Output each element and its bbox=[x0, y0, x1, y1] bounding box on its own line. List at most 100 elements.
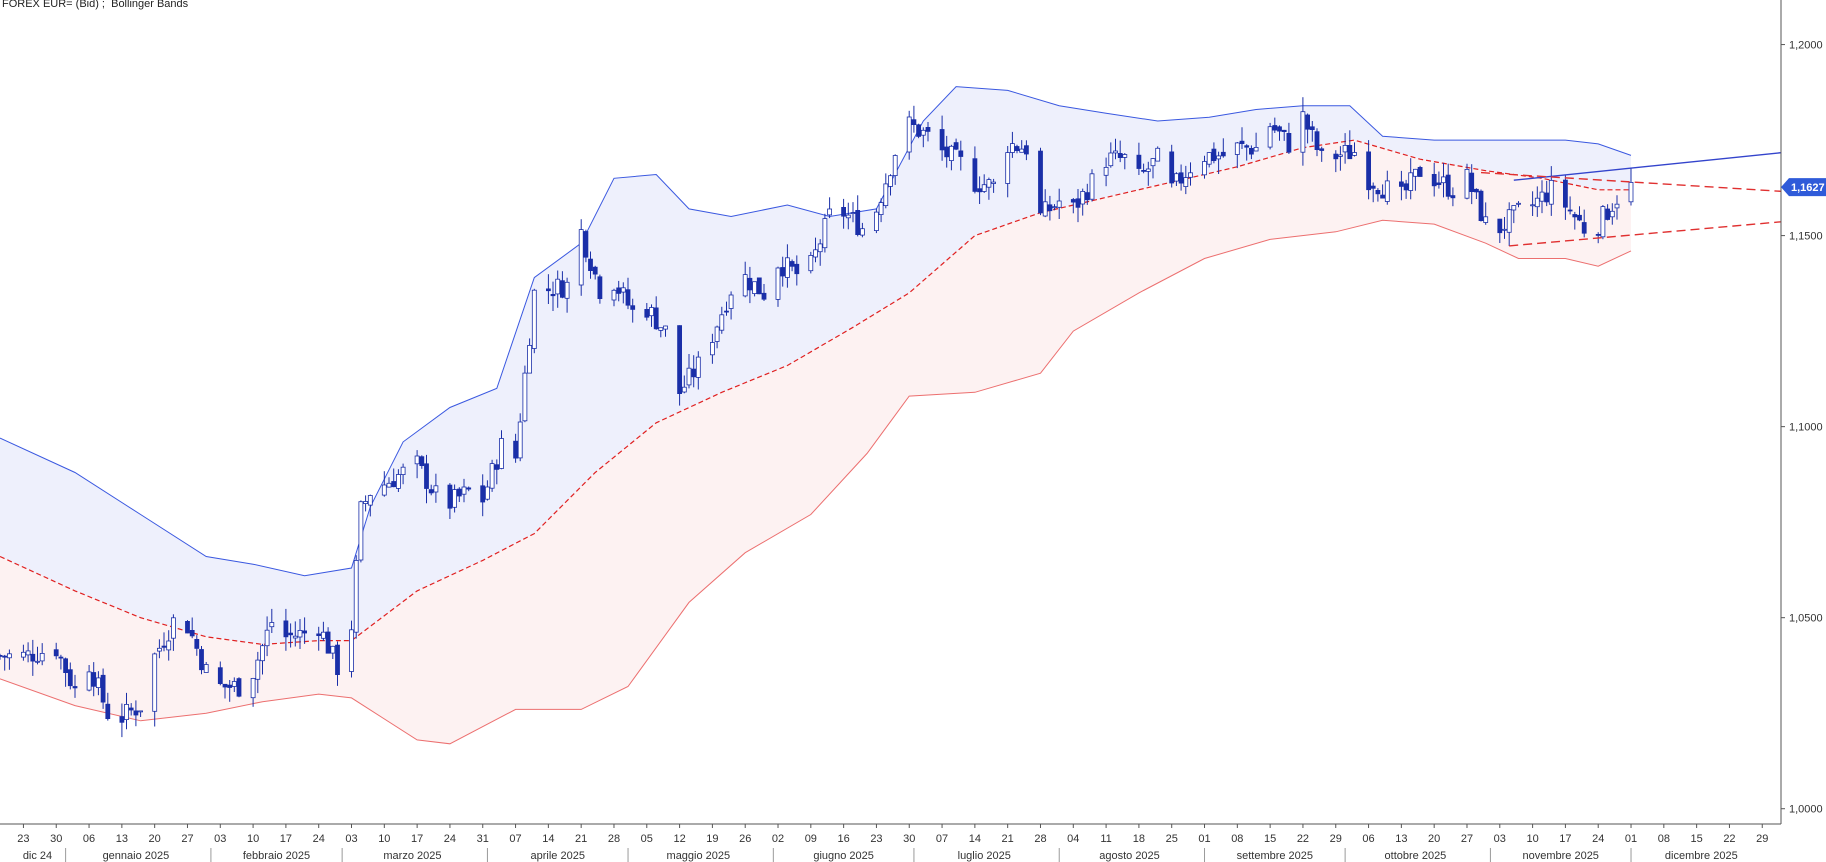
x-tick-label: 10 bbox=[378, 833, 390, 845]
candle-up bbox=[1600, 206, 1606, 238]
candle-up bbox=[1056, 200, 1062, 208]
candle-down bbox=[53, 649, 59, 657]
x-tick-label: 18 bbox=[1133, 833, 1145, 845]
candle-down bbox=[1141, 169, 1146, 172]
candle-up bbox=[86, 671, 92, 691]
candle-up bbox=[1539, 191, 1545, 202]
candle-down bbox=[977, 188, 982, 193]
candle-down bbox=[236, 678, 242, 697]
candle-down bbox=[1399, 181, 1404, 187]
candle-down bbox=[625, 289, 631, 306]
candle-down bbox=[1605, 208, 1610, 220]
x-tick-label: 12 bbox=[673, 833, 685, 845]
month-label: dic 24 bbox=[23, 850, 52, 862]
candle-down bbox=[447, 484, 453, 509]
month-label: marzo 2025 bbox=[383, 850, 441, 862]
x-tick-label: 11 bbox=[1100, 833, 1111, 845]
candle-up bbox=[522, 372, 528, 422]
candle-up bbox=[1516, 202, 1521, 205]
candle-down bbox=[325, 631, 331, 654]
candle-down bbox=[1014, 146, 1020, 151]
x-tick-label: 03 bbox=[345, 833, 357, 845]
candle-up bbox=[166, 640, 172, 651]
candle-down bbox=[691, 368, 697, 378]
candle-up bbox=[1413, 168, 1418, 177]
candle-up bbox=[170, 617, 176, 639]
candle-up bbox=[353, 560, 359, 633]
candle-up bbox=[1267, 126, 1273, 148]
last-price-label: 1,1627 bbox=[1791, 182, 1825, 194]
x-tick-label: 17 bbox=[411, 833, 423, 845]
x-tick-label: 02 bbox=[772, 833, 784, 845]
candle-down bbox=[972, 158, 978, 192]
month-label: dicembre 2025 bbox=[1665, 850, 1738, 862]
x-tick-label: 27 bbox=[1461, 833, 1473, 845]
x-tick-label: 23 bbox=[17, 833, 29, 845]
candle-up bbox=[785, 257, 790, 278]
candle-down bbox=[546, 288, 551, 292]
candle-down bbox=[724, 310, 729, 313]
candle-up bbox=[381, 484, 387, 496]
candle-down bbox=[1309, 126, 1315, 131]
candle-down bbox=[0, 655, 3, 657]
x-tick-label: 07 bbox=[936, 833, 948, 845]
candle-up bbox=[531, 289, 537, 349]
candle-down bbox=[1474, 188, 1479, 193]
candle-down bbox=[466, 487, 472, 490]
candle-down bbox=[1497, 218, 1503, 234]
candle-down bbox=[1277, 126, 1282, 132]
candle-down bbox=[939, 129, 945, 151]
x-tick-label: 24 bbox=[1592, 833, 1604, 845]
candle-down bbox=[560, 280, 565, 298]
candle-up bbox=[663, 325, 668, 330]
x-tick-label: 23 bbox=[870, 833, 882, 845]
candle-up bbox=[484, 486, 490, 500]
month-label: ottobre 2025 bbox=[1385, 850, 1447, 862]
candle-up bbox=[874, 211, 879, 232]
candle-up bbox=[860, 228, 865, 236]
candle-up bbox=[231, 681, 237, 687]
candle-down bbox=[1244, 145, 1250, 148]
candle-up bbox=[1150, 158, 1156, 167]
candle-up bbox=[817, 243, 823, 253]
candle-down bbox=[583, 231, 589, 258]
candle-up bbox=[1342, 144, 1348, 153]
candle-down bbox=[841, 206, 846, 217]
candle-up bbox=[25, 650, 31, 656]
candle-up bbox=[1628, 181, 1634, 203]
candle-down bbox=[916, 124, 921, 137]
candle-down bbox=[1075, 198, 1081, 208]
candle-down bbox=[316, 633, 322, 637]
candle-up bbox=[986, 179, 992, 188]
upper-band-fill bbox=[0, 86, 1631, 645]
month-label: settembre 2025 bbox=[1237, 850, 1313, 862]
candle-up bbox=[892, 155, 898, 177]
candle-down bbox=[1314, 131, 1320, 150]
candle-up bbox=[949, 145, 954, 162]
candle-down bbox=[1436, 182, 1442, 185]
month-label: aprile 2025 bbox=[531, 850, 585, 862]
month-label: maggio 2025 bbox=[667, 850, 731, 862]
candle-down bbox=[283, 620, 289, 638]
candle-up bbox=[292, 635, 298, 639]
candle-down bbox=[335, 644, 340, 675]
candle-down bbox=[1178, 172, 1184, 184]
candle-up bbox=[1464, 168, 1470, 199]
x-tick-label: 13 bbox=[116, 833, 128, 845]
x-tick-label: 30 bbox=[50, 833, 62, 845]
last-price-box bbox=[1781, 178, 1826, 197]
candle-up bbox=[1234, 142, 1240, 155]
candle-down bbox=[630, 305, 636, 310]
y-tick-label: 1,1500 bbox=[1789, 231, 1823, 243]
candle-down bbox=[58, 656, 64, 659]
candle-up bbox=[1202, 161, 1207, 176]
candle-down bbox=[756, 277, 762, 295]
candle-up bbox=[1614, 203, 1620, 209]
candle-up bbox=[686, 367, 692, 386]
x-tick-label: 10 bbox=[247, 833, 259, 845]
candle-down bbox=[494, 464, 500, 470]
x-tick-label: 22 bbox=[1723, 833, 1735, 845]
y-tick-label: 1,1000 bbox=[1789, 422, 1823, 434]
